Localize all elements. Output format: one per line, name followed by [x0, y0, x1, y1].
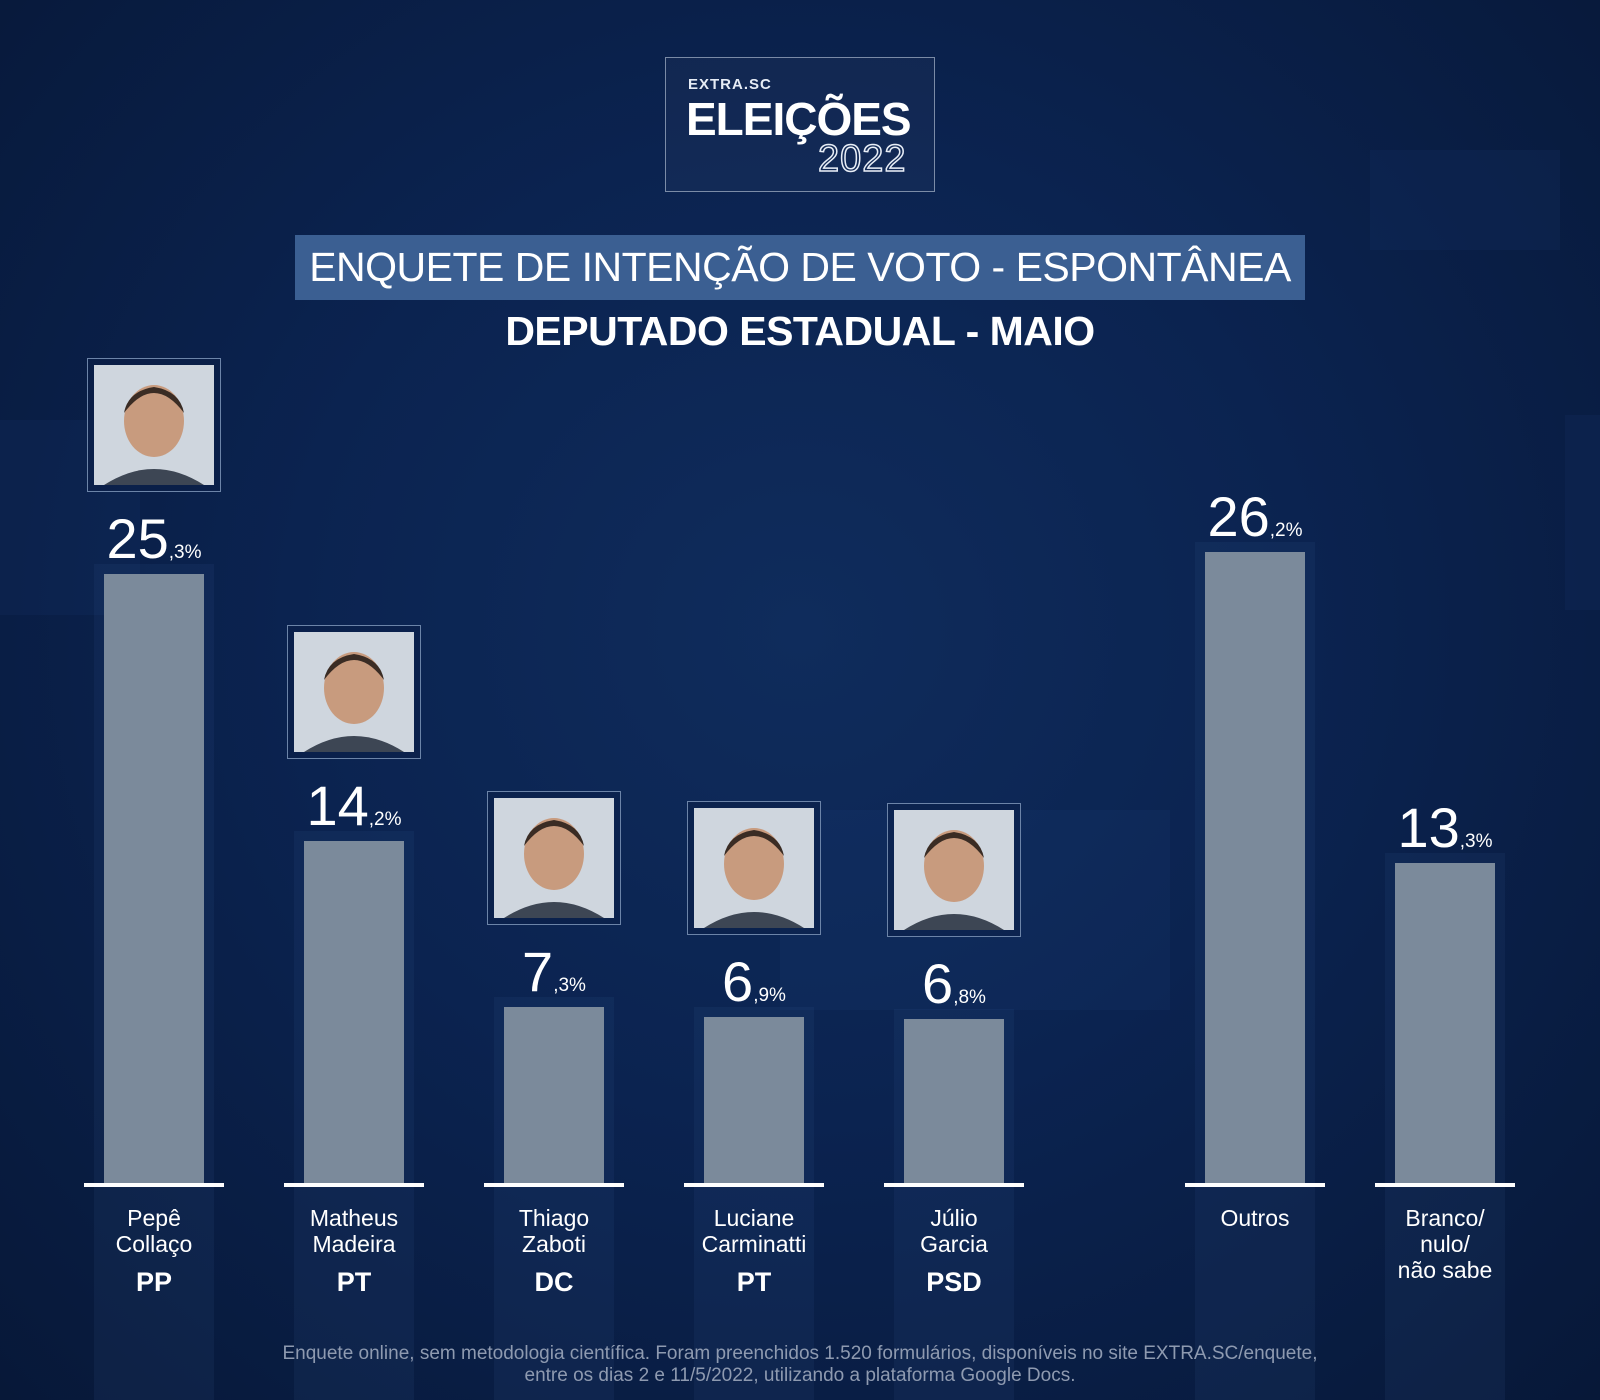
footnote-line-2: entre os dias 2 e 11/5/2022, utilizando … — [524, 1365, 1076, 1386]
data-label: 13,3% — [1365, 795, 1525, 860]
data-label: 6,8% — [874, 951, 1034, 1016]
candidate-photo — [687, 800, 821, 935]
bar — [304, 841, 404, 1183]
party-label: DC — [534, 1267, 574, 1297]
category-label-line: Matheus — [309, 1205, 399, 1231]
data-label: 25,3% — [74, 506, 234, 571]
data-label-integer: 6 — [722, 949, 754, 1013]
bar-baseline — [284, 1183, 424, 1187]
bar-baseline — [84, 1183, 224, 1187]
data-label-decimal: ,9% — [753, 984, 786, 1006]
bar — [104, 573, 204, 1183]
category-label-line: Zaboti — [522, 1231, 586, 1257]
data-label-integer: 25 — [106, 506, 169, 570]
data-label-integer: 6 — [922, 952, 954, 1016]
party-label: PP — [135, 1267, 173, 1297]
category-label-line: Júlio — [930, 1205, 978, 1231]
candidate-photo — [287, 625, 421, 759]
category-label-line: Branco/ — [1405, 1205, 1485, 1231]
bar-baseline — [1375, 1183, 1515, 1187]
bar-baseline — [484, 1183, 624, 1187]
category-label-line: nulo/ — [1420, 1231, 1470, 1257]
data-label: 6,9% — [674, 949, 834, 1014]
category-label-line: Pepê — [127, 1205, 181, 1231]
footnote: Enquete online, sem metodologia científi… — [200, 1343, 1400, 1387]
category-label: Luciane Carminatti — [664, 1205, 844, 1257]
category-label: Branco/nulo/não sabe — [1355, 1205, 1535, 1283]
category-label-line: Luciane — [713, 1205, 795, 1231]
bar — [504, 1007, 604, 1183]
bar-baseline — [884, 1183, 1024, 1187]
data-label: 26,2% — [1175, 484, 1335, 549]
data-label-decimal: ,2% — [1269, 520, 1303, 541]
data-label-decimal: ,8% — [953, 987, 986, 1009]
category-label-line: Carminatti — [701, 1231, 807, 1257]
category-label: Pepê Collaço — [64, 1205, 244, 1257]
candidate-photo — [887, 803, 1021, 938]
bar-baseline — [684, 1183, 824, 1187]
logo-title: ELEIÇÕES — [686, 93, 912, 145]
category-label: Outros — [1165, 1205, 1345, 1231]
bar — [1395, 862, 1495, 1183]
category-label: Matheus Madeira — [264, 1205, 444, 1257]
data-label: 14,2% — [274, 773, 434, 838]
logo-brand: EXTRA.SC — [688, 76, 772, 93]
bar — [904, 1019, 1004, 1183]
data-label-integer: 7 — [522, 940, 554, 1004]
candidate-photo — [87, 357, 221, 492]
chart-title-banner: ENQUETE DE INTENÇÃO DE VOTO - ESPONTÂNEA — [295, 235, 1305, 300]
data-label-decimal: ,3% — [1459, 830, 1493, 852]
bar — [1205, 552, 1305, 1183]
category-label: Júlio Garcia — [864, 1205, 1044, 1257]
category-label-line: não sabe — [1397, 1257, 1493, 1283]
data-label-decimal: ,2% — [368, 809, 402, 830]
category-label-line: Thiago — [518, 1205, 590, 1231]
party-label: PSD — [926, 1267, 982, 1297]
bar — [704, 1016, 804, 1183]
category-label: Thiago Zaboti — [464, 1205, 644, 1257]
chart-subtitle: DEPUTADO ESTADUAL - MAIO — [505, 308, 1095, 354]
category-label-line: Garcia — [920, 1231, 988, 1257]
category-label-line: Madeira — [312, 1231, 396, 1257]
background-block — [1565, 415, 1600, 610]
data-label-decimal: ,3% — [553, 975, 586, 997]
extra-sc-eleicoes-logo: EXTRA.SC ELEIÇÕES 2022 — [665, 57, 935, 192]
data-label-integer: 26 — [1207, 485, 1270, 548]
category-label-line: Collaço — [115, 1231, 193, 1257]
bar-baseline — [1185, 1183, 1325, 1187]
background-block — [1370, 150, 1560, 250]
data-label-integer: 13 — [1397, 795, 1460, 859]
data-label-decimal: ,3% — [168, 541, 202, 563]
party-label: PT — [336, 1267, 372, 1297]
candidate-photo — [487, 791, 621, 926]
party-label: PT — [736, 1267, 772, 1297]
data-label: 7,3% — [474, 939, 634, 1004]
logo-year: 2022 — [817, 137, 907, 181]
data-label-integer: 14 — [306, 774, 369, 837]
footnote-line-1: Enquete online, sem metodologia científi… — [282, 1343, 1318, 1364]
category-label-line: Outros — [1220, 1205, 1290, 1231]
